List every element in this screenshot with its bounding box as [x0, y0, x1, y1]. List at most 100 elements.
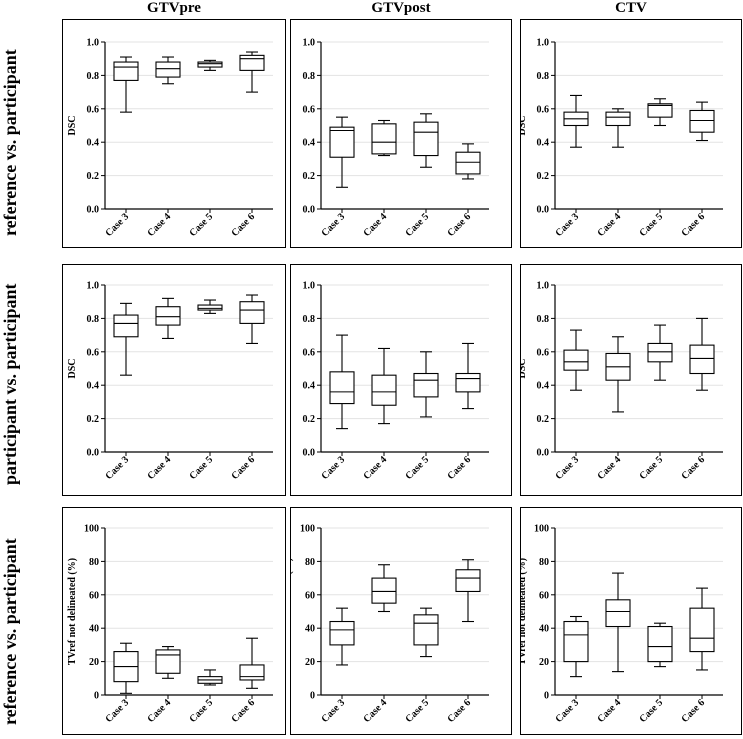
box-case-5: [413, 607, 439, 658]
chart-panel-1-0: 0.0 0.2 0.4 0.6 0.8 1.0 DSC Case 3 Case 4 Case 5 C…: [62, 264, 286, 496]
x-tick-label: Case 5: [403, 454, 431, 482]
iqr-box: [197, 61, 223, 68]
y-axis-label: DSC: [291, 358, 294, 378]
y-tick-label: 0.6: [87, 347, 100, 358]
iqr-box: [371, 123, 397, 155]
box-case-6: [689, 101, 715, 142]
iqr-box: [647, 342, 673, 363]
x-tick-label: Case 3: [319, 454, 347, 482]
y-tick-label: 1.0: [303, 38, 316, 49]
y-tick-label: 60: [539, 590, 549, 601]
y-tick-label: 0.4: [537, 138, 550, 149]
iqr-box: [413, 121, 439, 157]
chart-panel-1-2: 0.0 0.2 0.4 0.6 0.8 1.0 DSC Case 3 Case 4 Case 5 C…: [517, 264, 742, 496]
y-tick-label: 0.4: [87, 138, 100, 149]
box-case-5: [413, 351, 439, 418]
y-tick-label: 0.0: [303, 448, 316, 459]
chart-panel-0-0: 0.0 0.2 0.4 0.6 0.8 1.0 DSC Case 3 Case 4 Case 5 C…: [62, 19, 286, 248]
box-case-3: [113, 302, 139, 376]
iqr-box: [329, 371, 355, 405]
y-tick-label: 40: [539, 624, 549, 635]
y-tick-label: 0.4: [537, 381, 550, 392]
box-case-5: [413, 113, 439, 168]
y-axis-label: TVref not delineated (%): [521, 558, 528, 665]
x-tick-label: Case 4: [595, 211, 623, 239]
y-tick-label: 0.2: [87, 171, 100, 182]
box-case-4: [371, 564, 397, 613]
x-tick-label: Case 4: [361, 211, 389, 239]
iqr-box: [329, 620, 355, 646]
y-tick-label: 0.4: [87, 381, 100, 392]
x-tick-label: Case 4: [145, 454, 173, 482]
y-tick-label: 0: [94, 691, 99, 702]
x-tick-label: Case 6: [445, 454, 473, 482]
y-tick-label: 1.0: [537, 38, 550, 49]
x-tick-label: Case 6: [229, 697, 257, 725]
x-tick-label: Case 3: [103, 454, 131, 482]
y-tick-label: 1.0: [87, 38, 100, 49]
box-case-4: [155, 646, 181, 679]
y-tick-label: 100: [534, 524, 549, 535]
y-axis-label: TVref not delineated (%): [291, 558, 294, 665]
box-case-3: [329, 607, 355, 666]
x-tick-label: Case 4: [361, 697, 389, 725]
y-tick-label: 1.0: [303, 281, 316, 292]
iqr-box: [689, 607, 715, 653]
x-tick-label: Case 6: [679, 211, 707, 239]
x-tick-label: Case 4: [595, 697, 623, 725]
box-case-6: [455, 342, 481, 410]
chart-panel-1-1: 0.0 0.2 0.4 0.6 0.8 1.0 DSC Case 3 Case 4 Case 5 C…: [283, 264, 512, 496]
iqr-box: [605, 599, 631, 628]
box-case-4: [605, 336, 631, 413]
iqr-box: [239, 54, 265, 71]
x-tick-label: Case 6: [445, 697, 473, 725]
y-tick-label: 100: [84, 524, 99, 535]
boxplot-chart: 0.0 0.2 0.4 0.6 0.8 1.0 DSC Case 3 Case 4 Case 5 C…: [283, 281, 489, 482]
box-case-6: [239, 637, 265, 689]
box-case-6: [239, 294, 265, 344]
iqr-box: [113, 61, 139, 81]
iqr-box: [155, 306, 181, 326]
y-tick-label: 0.6: [303, 104, 316, 115]
box-case-3: [113, 56, 139, 113]
x-tick-label: Case 3: [103, 697, 131, 725]
y-tick-label: 20: [89, 657, 99, 668]
y-tick-label: 0.8: [303, 314, 316, 325]
box-case-5: [647, 324, 673, 381]
y-tick-label: 80: [305, 557, 315, 568]
boxplot-chart: 0 20 40 60 80 100 TVref not delineated (%) Case…: [67, 524, 273, 725]
iqr-box: [155, 649, 181, 674]
box-case-5: [197, 669, 223, 686]
y-tick-label: 0.8: [303, 71, 316, 82]
iqr-box: [455, 569, 481, 593]
column-header-ctv: CTV: [615, 0, 647, 16]
y-tick-label: 0.6: [303, 347, 316, 358]
iqr-box: [329, 126, 355, 158]
iqr-box: [413, 614, 439, 646]
boxplot-chart: 0 20 40 60 80 100 TVref not delineated (%) Case…: [283, 524, 489, 725]
boxplot-chart: 0.0 0.2 0.4 0.6 0.8 1.0 DSC Case 3 Case 4 Case 5 C…: [67, 281, 273, 482]
y-tick-label: 60: [89, 590, 99, 601]
y-axis-label: DSC: [67, 115, 78, 135]
y-tick-label: 0.8: [537, 71, 550, 82]
y-axis-label: DSC: [521, 358, 528, 378]
box-case-4: [371, 119, 397, 157]
y-tick-label: 0.6: [537, 104, 550, 115]
y-tick-label: 0: [310, 691, 315, 702]
y-tick-label: 0.8: [87, 314, 100, 325]
y-tick-label: 0.0: [303, 205, 316, 216]
y-tick-label: 0.2: [537, 171, 550, 182]
boxplot-chart: 0.0 0.2 0.4 0.6 0.8 1.0 DSC Case 3 Case 4 Case 5 C…: [517, 38, 723, 239]
y-tick-label: 1.0: [537, 281, 550, 292]
y-tick-label: 100: [300, 524, 315, 535]
y-tick-label: 0.2: [537, 414, 550, 425]
x-tick-label: Case 6: [679, 454, 707, 482]
y-tick-label: 0.2: [87, 414, 100, 425]
x-tick-label: Case 3: [553, 697, 581, 725]
x-tick-label: Case 3: [319, 211, 347, 239]
iqr-box: [689, 109, 715, 133]
y-tick-label: 40: [89, 624, 99, 635]
box-case-4: [605, 572, 631, 673]
box-case-3: [563, 94, 589, 148]
iqr-box: [563, 349, 589, 371]
